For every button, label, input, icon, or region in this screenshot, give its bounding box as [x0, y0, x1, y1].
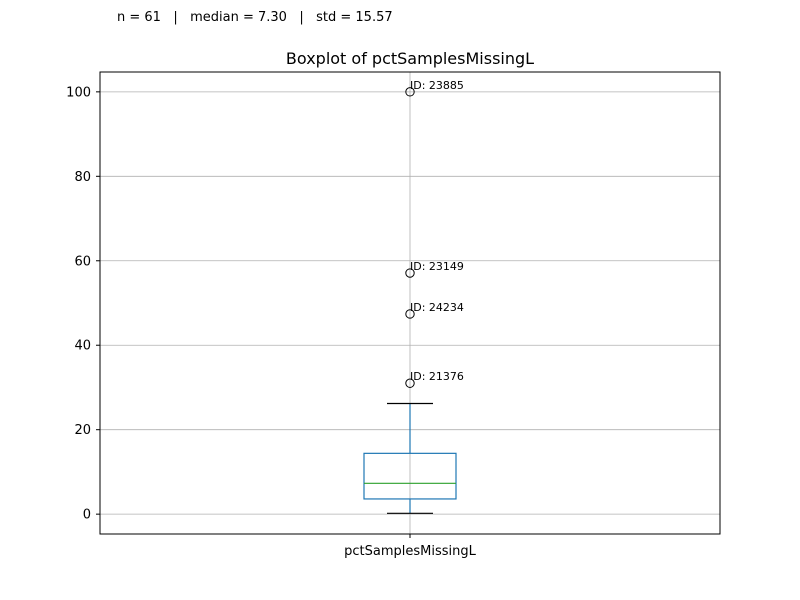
- outlier-point: [405, 87, 415, 97]
- outlier-label: ID: 23149: [410, 260, 464, 273]
- x-tick-label: pctSamplesMissingL: [344, 544, 476, 559]
- box-layer: [363, 402, 457, 514]
- iqr-box: [363, 452, 457, 500]
- y-tick-label: 40: [74, 339, 91, 354]
- tick-layer: 0 20 40 60 80 100: [66, 85, 411, 538]
- y-tick-label: 20: [74, 423, 91, 438]
- outlier-point: [405, 309, 415, 319]
- outlier-point: [405, 268, 415, 278]
- y-tick-label: 60: [74, 254, 91, 269]
- outlier-label: ID: 24234: [410, 301, 464, 314]
- outlier-label: ID: 21376: [410, 370, 464, 383]
- y-tick-label: 0: [83, 508, 91, 523]
- stats-summary: n = 61 | median = 7.30 | std = 15.57: [117, 10, 393, 25]
- y-tick-label: 80: [74, 170, 91, 185]
- y-tick-label: 100: [66, 85, 91, 100]
- outlier-label: ID: 23885: [410, 79, 464, 92]
- chart-title: Boxplot of pctSamplesMissingL: [286, 49, 534, 68]
- outlier-layer: ID: 23885 ID: 23149 ID: 24234 ID: 21376: [405, 79, 464, 388]
- outlier-point: [405, 378, 415, 388]
